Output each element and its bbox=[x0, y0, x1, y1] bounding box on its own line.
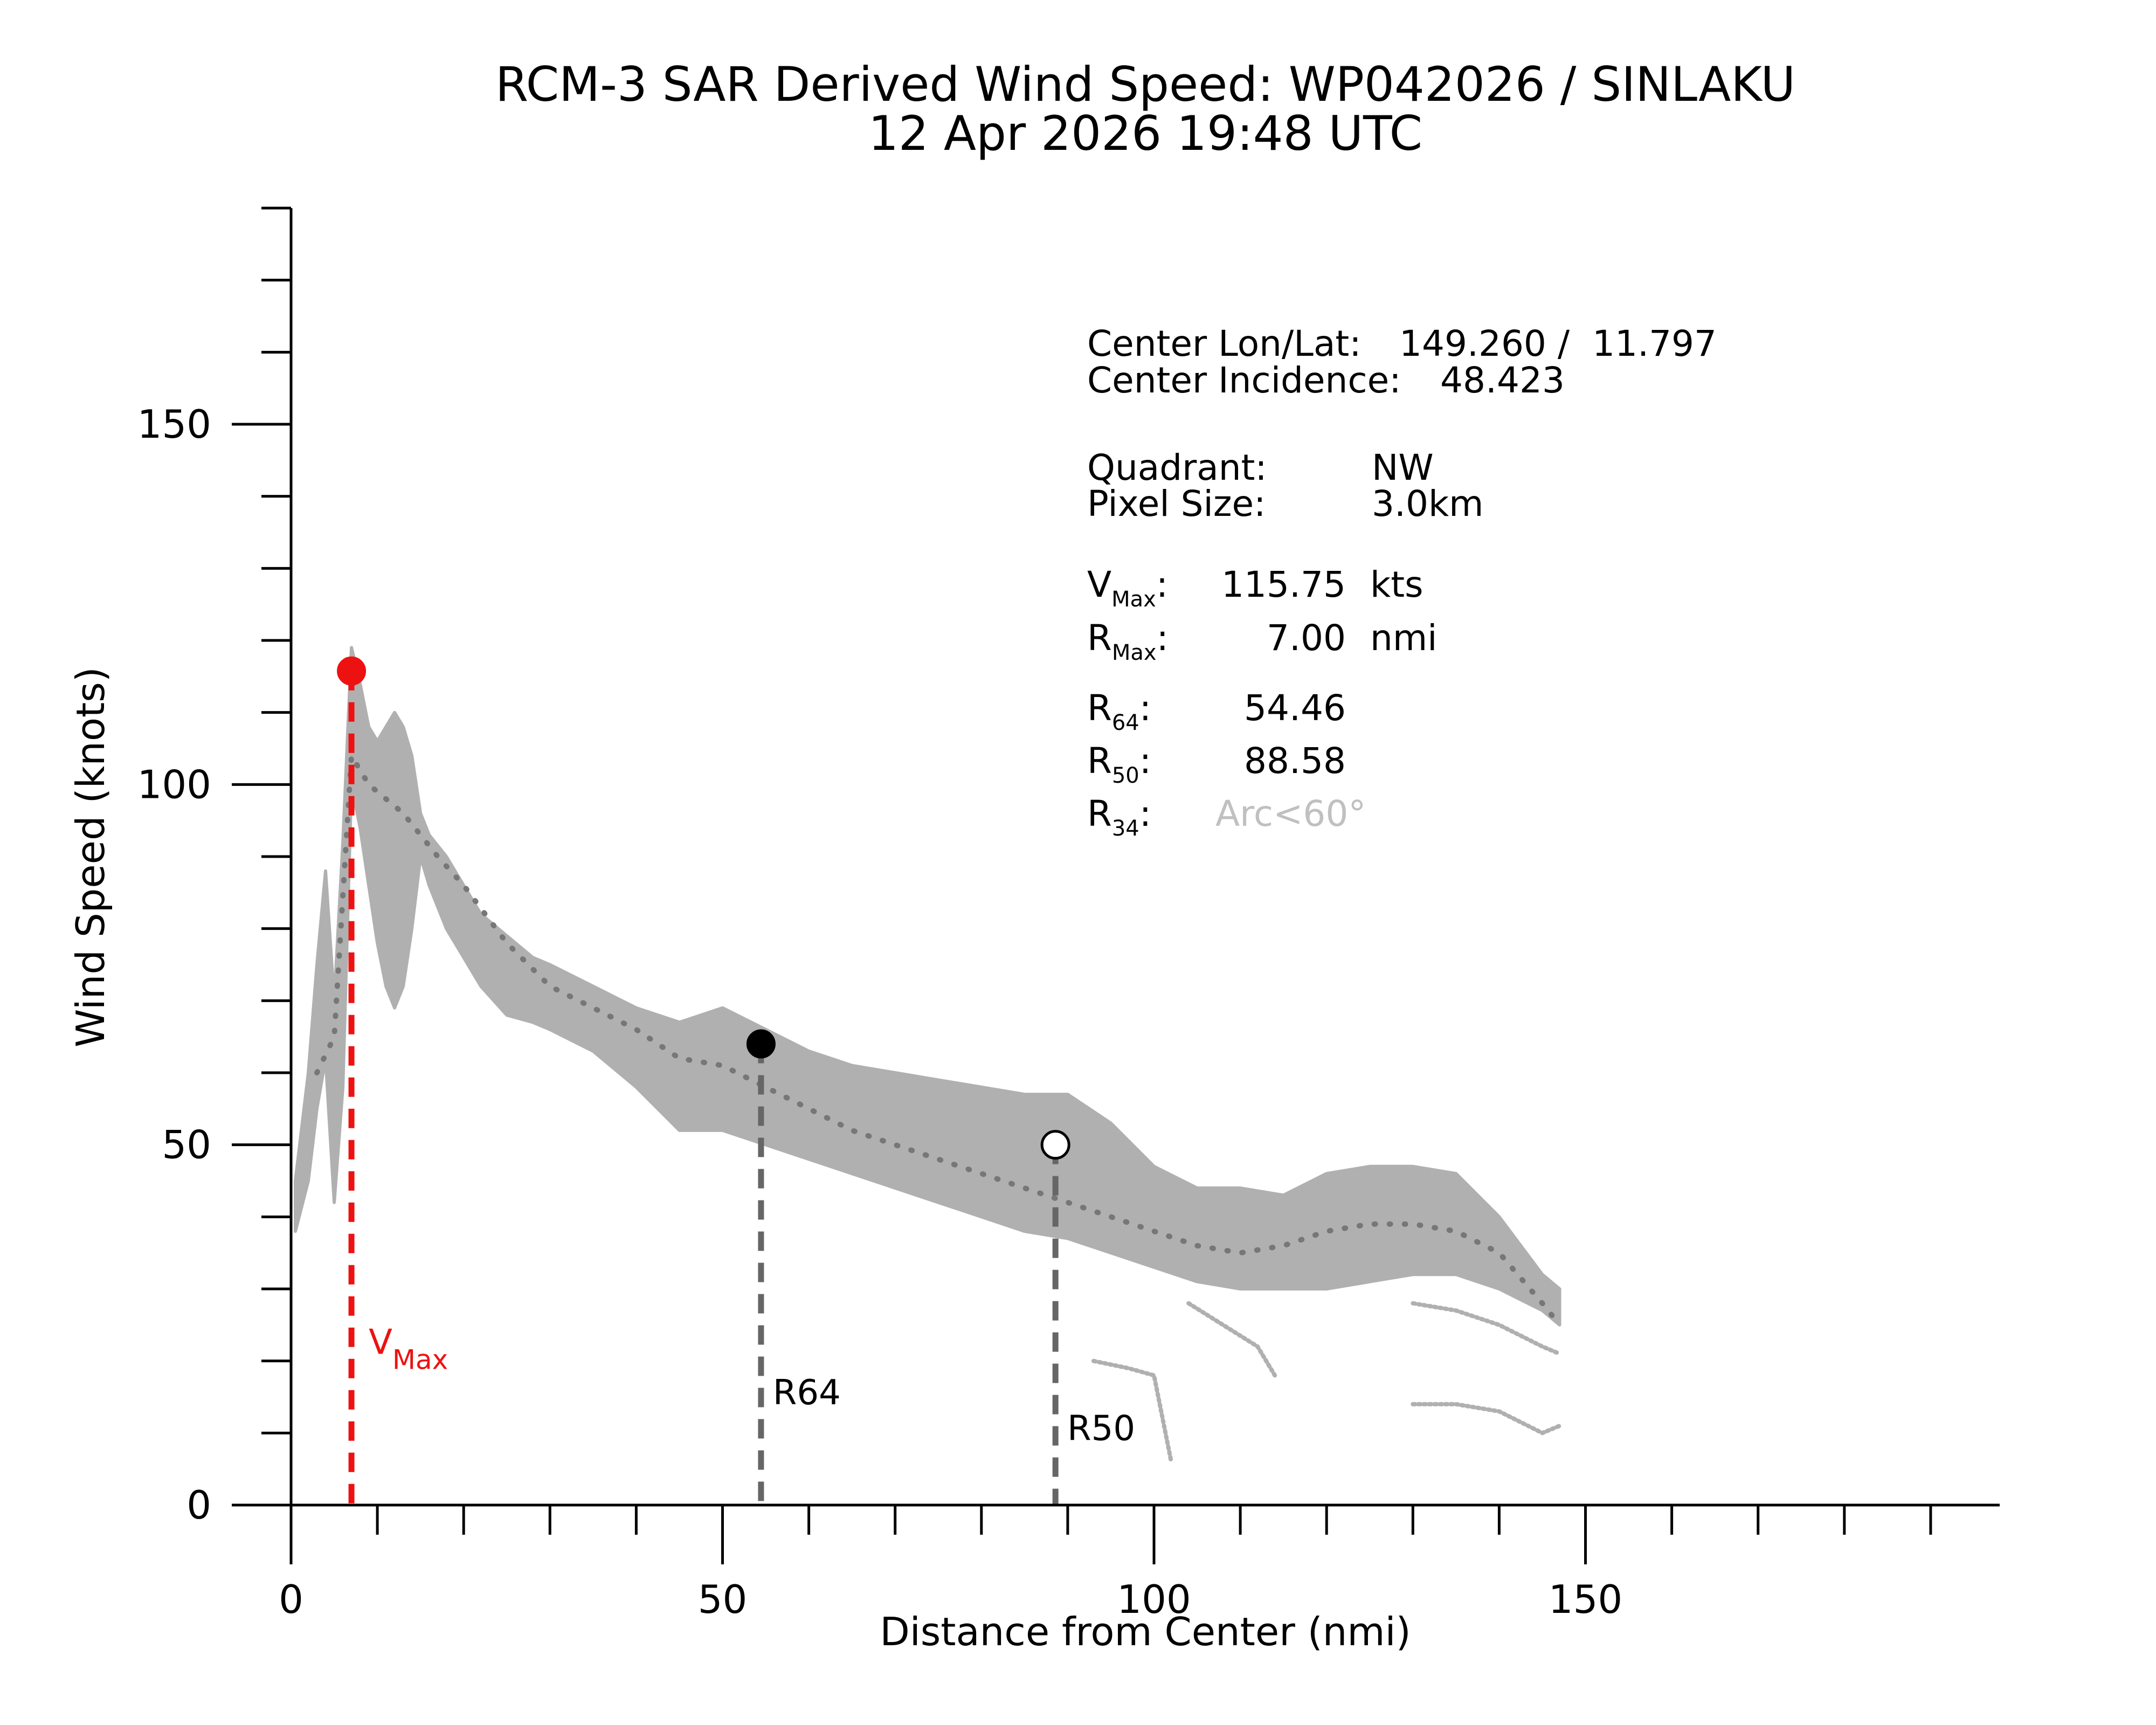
scatter-outlier-tail-1 bbox=[1186, 1301, 1277, 1378]
rmax-info-value: 7.00 bbox=[1267, 617, 1346, 659]
x-axis-label: Distance from Center (nmi) bbox=[880, 1609, 1411, 1654]
center-incidence-label: Center Incidence: bbox=[1087, 360, 1401, 401]
x-tick-label: 50 bbox=[698, 1577, 748, 1622]
chart-title: RCM-3 SAR Derived Wind Speed: WP042026 /… bbox=[495, 57, 1795, 112]
scatter-outlier-tail-0 bbox=[1091, 1358, 1173, 1464]
scatter-layer bbox=[294, 646, 1562, 1464]
r64-info-label: R64: bbox=[1087, 687, 1151, 735]
axes-layer: 0 50 100 150 0 50 100 150 bbox=[137, 206, 2000, 1622]
r64-info-value: 54.46 bbox=[1244, 687, 1346, 729]
center-lonlat-label: Center Lon/Lat: bbox=[1087, 323, 1362, 364]
rmax-info-unit: nmi bbox=[1370, 617, 1437, 659]
quadrant-value: NW bbox=[1372, 447, 1434, 488]
quadrant-label: Quadrant: bbox=[1087, 447, 1267, 488]
y-tick-label: 150 bbox=[137, 402, 211, 447]
r50-point bbox=[1040, 1130, 1070, 1160]
center-lonlat-value: 149.260 / 11.797 bbox=[1399, 323, 1717, 364]
x-tick-label: 150 bbox=[1549, 1577, 1622, 1622]
pixel-size-label: Pixel Size: bbox=[1087, 483, 1266, 525]
r50-marker-label: R50 bbox=[1067, 1409, 1135, 1449]
r50-info-label: R50: bbox=[1087, 740, 1151, 788]
radius-lines-layer bbox=[348, 671, 1059, 1505]
markers-layer: VMax R64 R50 bbox=[337, 656, 1135, 1449]
pixel-size-value: 3.0km bbox=[1372, 483, 1483, 525]
center-incidence-value: 48.423 bbox=[1440, 360, 1565, 401]
r64-marker-label: R64 bbox=[773, 1373, 841, 1413]
r50-info-value: 88.58 bbox=[1244, 740, 1346, 782]
r64-point bbox=[746, 1029, 776, 1059]
scatter-band bbox=[294, 646, 1561, 1327]
y-tick-label: 50 bbox=[162, 1122, 211, 1168]
x-tick-label: 100 bbox=[1117, 1577, 1191, 1622]
x-tick-label: 0 bbox=[279, 1577, 303, 1622]
vmax-info-label: VMax: bbox=[1087, 564, 1168, 612]
y-axis-label: Wind Speed (knots) bbox=[68, 667, 113, 1047]
y-tick-label: 100 bbox=[137, 762, 211, 807]
scatter-outlier-tail-3 bbox=[1411, 1301, 1562, 1356]
mean-profile-layer bbox=[314, 747, 1563, 1328]
y-tick-label: 0 bbox=[186, 1482, 211, 1528]
r34-info-value: Arc<60° bbox=[1215, 793, 1366, 834]
vmax-info-value: 115.75 bbox=[1221, 564, 1346, 605]
mean-profile-line bbox=[314, 747, 1563, 1328]
info-panel: Center Lon/Lat: 149.260 / 11.797 Center … bbox=[1087, 323, 1717, 841]
chart-subtitle: 12 Apr 2026 19:48 UTC bbox=[868, 106, 1422, 161]
vmax-marker-label: VMax bbox=[369, 1322, 448, 1375]
scatter-outlier-tail-2 bbox=[1411, 1402, 1562, 1436]
rmax-info-label: RMax: bbox=[1087, 617, 1169, 665]
vmax-point bbox=[337, 656, 367, 686]
vmax-info-unit: kts bbox=[1370, 564, 1423, 605]
r34-info-label: R34: bbox=[1087, 793, 1151, 841]
